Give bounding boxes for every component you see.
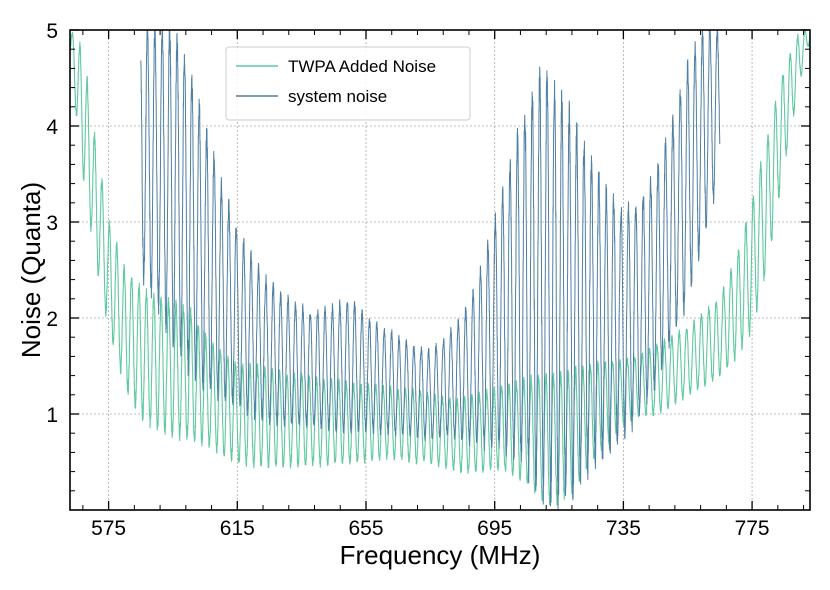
y-tick-label: 5 bbox=[46, 20, 58, 43]
series-system-noise-line bbox=[140, 30, 721, 510]
y-tick-label: 3 bbox=[46, 212, 58, 235]
x-tick-label: 695 bbox=[477, 517, 512, 540]
x-tick-label: 615 bbox=[220, 517, 255, 540]
legend-box bbox=[225, 46, 471, 121]
x-tick-label: 575 bbox=[91, 517, 126, 540]
y-tick-label: 1 bbox=[46, 404, 58, 427]
x-tick-label: 735 bbox=[606, 517, 641, 540]
series-twpa-added-noise-line bbox=[70, 30, 810, 506]
x-axis-label: Frequency (MHz) bbox=[340, 540, 541, 570]
legend-label-twpa-added-noise: TWPA Added Noise bbox=[288, 57, 436, 76]
y-tick-label: 4 bbox=[46, 116, 58, 139]
x-tick-label: 655 bbox=[348, 517, 383, 540]
plot-frame bbox=[69, 29, 811, 511]
tick-labels: 575 615 655 695 735 775 1 2 3 4 5 bbox=[46, 20, 769, 540]
x-tick-label: 775 bbox=[735, 517, 770, 540]
legend: TWPA Added Noise system noise bbox=[225, 46, 471, 121]
axis-ticks bbox=[70, 29, 810, 510]
legend-label-system-noise: system noise bbox=[288, 87, 387, 106]
plot-area bbox=[70, 30, 810, 510]
y-axis-label: Noise (Quanta) bbox=[16, 182, 46, 358]
y-tick-label: 2 bbox=[46, 308, 58, 331]
